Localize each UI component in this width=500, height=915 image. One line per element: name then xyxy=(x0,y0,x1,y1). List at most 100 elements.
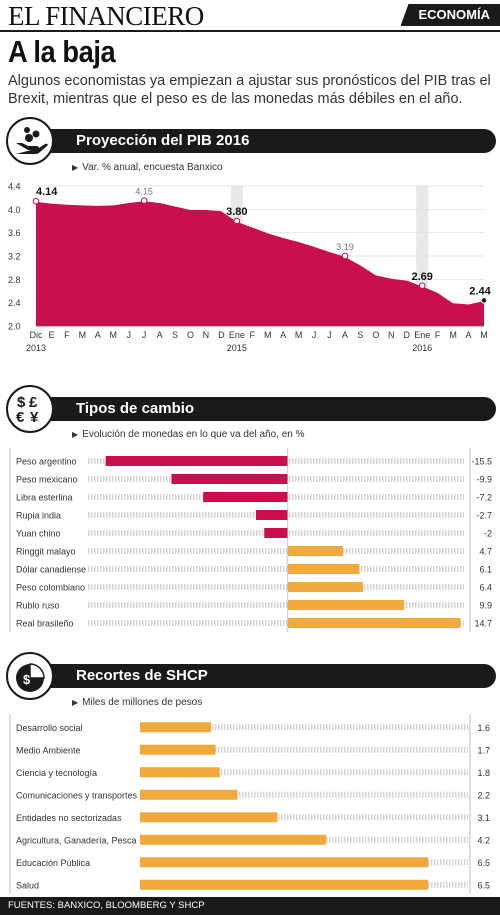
data-label: 4.14 xyxy=(36,186,58,198)
x-tick-label: A xyxy=(157,330,163,340)
value-label: -2 xyxy=(484,529,492,539)
headline: A la baja xyxy=(8,34,116,69)
data-label: 3.19 xyxy=(336,242,354,252)
source-note: FUENTES: BANXICO, BLOOMBERG Y SHCP xyxy=(0,897,500,915)
y-tick-label: 2.4 xyxy=(8,298,21,308)
y-tick-label: 2.0 xyxy=(8,322,21,332)
x-tick-label: J xyxy=(142,330,147,340)
data-label: 2.69 xyxy=(411,271,432,283)
money-pie-icon: $ xyxy=(6,652,54,700)
svg-text:$: $ xyxy=(17,394,26,411)
x-tick-label: J xyxy=(327,330,332,340)
x-tick-label: N xyxy=(388,330,395,340)
data-label: 4.15 xyxy=(135,187,153,197)
series-area xyxy=(36,200,484,326)
x-tick-label: J xyxy=(312,330,317,340)
category-label: Peso colombiano xyxy=(16,583,85,593)
bar xyxy=(287,582,363,592)
value-label: -2.7 xyxy=(476,511,492,521)
x-tick-label: E xyxy=(48,330,54,340)
bar xyxy=(140,744,216,755)
value-label: 1.7 xyxy=(477,745,490,755)
x-tick-label: Ene xyxy=(229,330,245,340)
section-header-recortes: Recortes de SHCP $ xyxy=(6,652,496,700)
section-header-pib: Proyección del PIB 2016 xyxy=(6,117,496,165)
value-label: -9.9 xyxy=(476,475,492,485)
category-label: Peso mexicano xyxy=(16,475,78,485)
value-label: -7.2 xyxy=(476,493,492,503)
bar xyxy=(287,618,461,628)
section-band xyxy=(34,664,496,688)
hand-coins-icon xyxy=(6,117,54,165)
value-label: 2.2 xyxy=(477,790,490,800)
bar xyxy=(140,812,278,823)
x-tick-label: Dic xyxy=(30,330,43,340)
category-label: Salud xyxy=(16,880,39,890)
section-title: Proyección del PIB 2016 xyxy=(76,132,250,149)
bar xyxy=(140,879,429,890)
data-point xyxy=(418,282,426,290)
data-point xyxy=(233,217,241,225)
category-label: Educación Pública xyxy=(16,858,90,868)
y-tick-label: 3.2 xyxy=(8,252,21,262)
section-band xyxy=(34,129,496,153)
category-label: Ringgit malayo xyxy=(16,547,76,557)
bar xyxy=(264,528,288,538)
category-label: Agricultura, Ganadería, Pesca xyxy=(16,835,137,845)
value-label: 1.6 xyxy=(477,723,490,733)
y-tick-label: 4.0 xyxy=(8,205,21,215)
bar xyxy=(140,767,220,778)
bar xyxy=(171,474,288,484)
svg-text:¥: ¥ xyxy=(30,409,39,426)
x-tick-label: F xyxy=(64,330,70,340)
value-label: 14.7 xyxy=(474,619,492,629)
masthead: EL FINANCIERO ECONOMÍA xyxy=(0,0,500,32)
value-label: 4.2 xyxy=(477,835,490,845)
category-label: Comunicaciones y transportes xyxy=(16,790,138,800)
x-tick-label: M xyxy=(449,330,457,340)
year-label: 2016 xyxy=(412,343,432,353)
category-label: Real brasileño xyxy=(16,619,74,629)
category-label: Desarrollo social xyxy=(16,723,83,733)
section-subtitle: ▶ Miles de millones de pesos xyxy=(72,697,203,708)
x-tick-label: N xyxy=(203,330,210,340)
section-header-cambio: Tipos de cambio $ £ € ¥ xyxy=(6,385,496,433)
brand-logo: EL FINANCIERO xyxy=(8,1,204,31)
bar xyxy=(140,789,238,800)
x-tick-label: D xyxy=(404,330,411,340)
x-tick-label: S xyxy=(172,330,178,340)
x-tick-label: F xyxy=(250,330,256,340)
x-tick-label: Ene xyxy=(414,330,430,340)
currency-symbols-icon: $ £ € ¥ xyxy=(6,385,54,433)
data-label: 2.44 xyxy=(469,285,491,297)
category-label: Entidades no sectorizadas xyxy=(16,813,122,823)
svg-text:$: $ xyxy=(23,672,31,687)
data-point xyxy=(32,197,40,205)
value-label: 6.1 xyxy=(479,565,492,575)
category-label: Dólar canadiense xyxy=(16,565,86,575)
value-label: -15.5 xyxy=(471,457,492,467)
year-label: 2015 xyxy=(227,343,247,353)
x-tick-label: A xyxy=(466,330,472,340)
svg-text:€: € xyxy=(16,409,25,426)
y-tick-label: 4.4 xyxy=(8,182,21,192)
x-tick-label: M xyxy=(295,330,303,340)
value-label: 9.9 xyxy=(479,601,492,611)
bar xyxy=(287,600,405,610)
data-point xyxy=(140,197,148,204)
year-label: 2013 xyxy=(26,343,46,353)
category-label: Ciencia y tecnología xyxy=(16,768,97,778)
x-tick-label: O xyxy=(187,330,194,340)
data-label: 3.80 xyxy=(226,206,247,218)
bar xyxy=(287,564,360,574)
category-label: Medio Ambiente xyxy=(16,745,81,755)
svg-text:£: £ xyxy=(29,394,38,411)
data-point xyxy=(480,297,488,304)
intro-text: Algunos economistas ya empiezan a ajusta… xyxy=(8,73,491,107)
category-label: Rupia india xyxy=(16,511,61,521)
value-label: 6.4 xyxy=(479,583,492,593)
bar xyxy=(256,510,288,520)
series-line xyxy=(35,199,485,305)
bar xyxy=(140,857,429,868)
